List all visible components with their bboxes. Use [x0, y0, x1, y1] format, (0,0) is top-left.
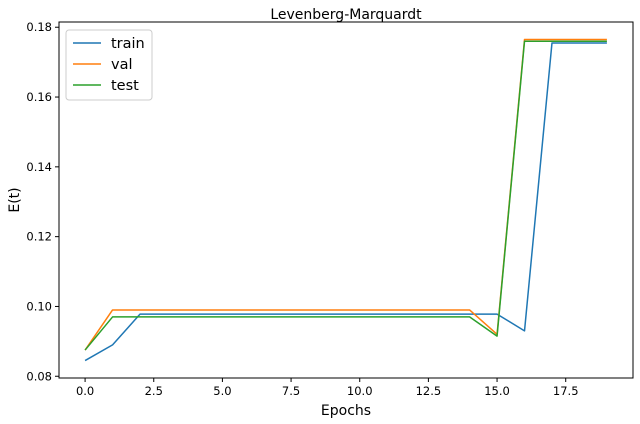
- y-tick-label: 0.16: [26, 90, 52, 104]
- y-tick-label: 0.18: [26, 20, 52, 34]
- y-tick-label: 0.10: [26, 299, 52, 313]
- series-line-val: [84, 38, 607, 351]
- x-tick-label: 10.0: [347, 384, 373, 398]
- series-line-test: [84, 40, 607, 351]
- x-tick-label: 5.0: [213, 384, 231, 398]
- plot-frame: [58, 21, 634, 379]
- x-tick-label: 0.0: [76, 384, 94, 398]
- y-tick-label: 0.08: [26, 369, 52, 383]
- x-tick-label: 7.5: [282, 384, 300, 398]
- legend: train val test: [65, 29, 153, 101]
- series-line-train: [84, 42, 607, 362]
- x-tick-label: 15.0: [484, 384, 510, 398]
- y-axis-label: E(t): [7, 187, 23, 212]
- x-tick-label: 12.5: [416, 384, 442, 398]
- x-axis-label: Epochs: [321, 403, 371, 419]
- legend-label-train: train: [111, 36, 145, 52]
- legend-label-test: test: [111, 78, 139, 94]
- x-axis: 0.0 2.5 5.0 7.5 10.0 12.5 15.0 17.5: [76, 378, 579, 398]
- x-tick-label: 2.5: [145, 384, 163, 398]
- y-axis: 0.08 0.10 0.12 0.14 0.16 0.18: [26, 20, 59, 383]
- legend-label-val: val: [111, 57, 133, 73]
- chart-title: Levenberg-Marquardt: [270, 7, 422, 23]
- y-tick-label: 0.14: [26, 160, 52, 174]
- y-tick-label: 0.12: [26, 230, 52, 244]
- series-layer: [84, 38, 607, 362]
- x-tick-label: 17.5: [553, 384, 579, 398]
- legend-frame: [65, 29, 153, 101]
